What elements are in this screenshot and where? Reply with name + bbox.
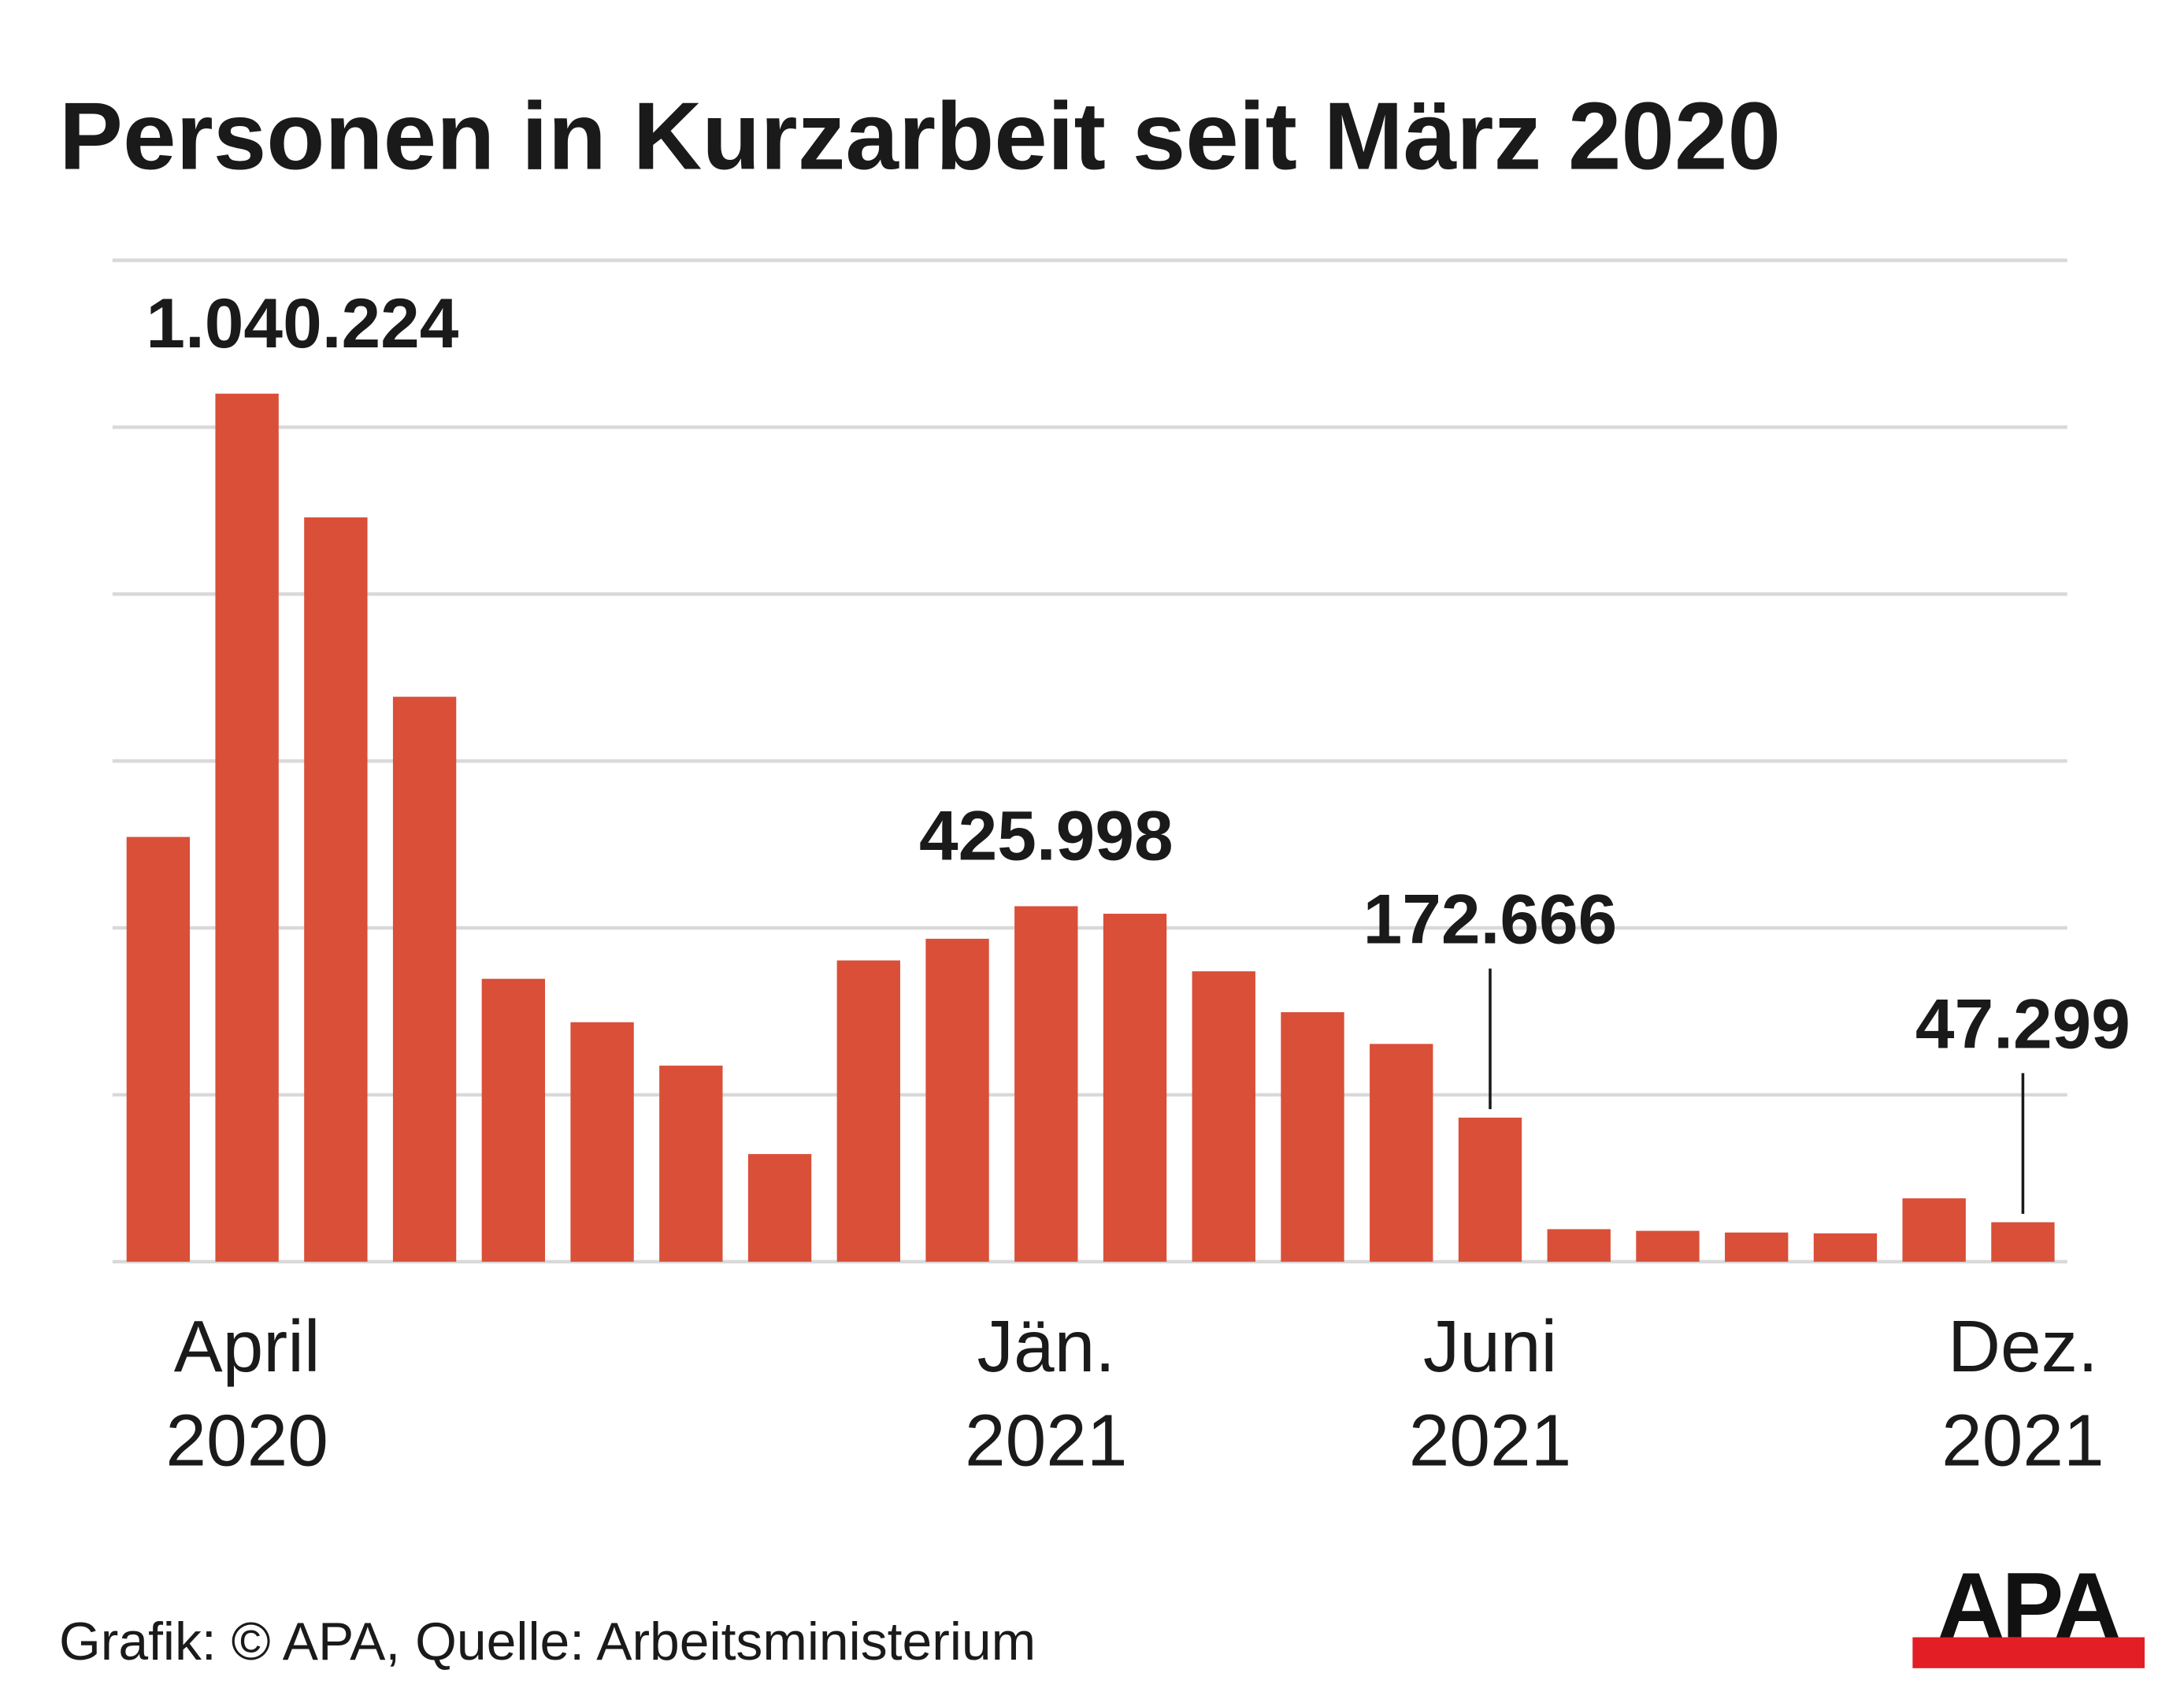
bar-2021-02 [1103, 914, 1167, 1262]
x-tick-label-year: 2020 [165, 1400, 328, 1482]
bar-2021-09 [1725, 1232, 1789, 1262]
data-label: 1.040.224 [146, 284, 458, 362]
x-tick-label: Jän. [977, 1305, 1115, 1387]
source-footer: Grafik: © APA, Quelle: Arbeitsministeriu… [59, 1612, 1036, 1671]
chart-title: Personen in Kurzarbeit seit März 2020 [59, 82, 1781, 189]
bar-2021-08 [1636, 1230, 1700, 1262]
bar-2021-03 [1192, 971, 1255, 1262]
bar-2020-07 [481, 978, 546, 1262]
bar-2021-12 [1991, 1222, 2055, 1262]
bar-2020-08 [570, 1022, 634, 1262]
bar-2020-04 [215, 393, 279, 1262]
bar-2020-10 [747, 1154, 812, 1262]
data-label: 425.998 [919, 796, 1174, 875]
x-tick-label-year: 2021 [1409, 1400, 1572, 1482]
bar-2021-04 [1281, 1012, 1344, 1262]
bars [126, 393, 2055, 1262]
bar-2021-06 [1458, 1117, 1522, 1262]
svg-text:APA: APA [1937, 1553, 2119, 1657]
annotations: 1.040.224 425.998 172.666 47.299 [146, 284, 2130, 1214]
data-label: 47.299 [1915, 984, 2130, 1063]
x-tick-label-year: 2021 [1941, 1400, 2104, 1482]
bar-2021-05 [1370, 1044, 1433, 1262]
x-tick-label-year: 2021 [965, 1400, 1128, 1482]
bar-2020-09 [659, 1065, 723, 1262]
bar-2020-06 [392, 696, 457, 1262]
bar-2021-07 [1547, 1229, 1611, 1262]
apa-logo: APA [1912, 1553, 2145, 1668]
bar-2021-10 [1813, 1233, 1878, 1262]
x-axis-labels: April 2020 Jän. 2021 Juni 2021 Dez. 2021 [165, 1305, 2104, 1482]
bar-2021-01 [1014, 906, 1078, 1262]
bar-2021-11 [1902, 1198, 1966, 1262]
x-tick-label: April [174, 1305, 321, 1387]
bar-2020-03 [126, 837, 191, 1262]
data-label: 172.666 [1363, 879, 1618, 958]
x-tick-label: Juni [1423, 1305, 1557, 1387]
x-tick-label: Dez. [1948, 1305, 2098, 1387]
bar-2020-12 [925, 938, 989, 1262]
bar-2020-11 [836, 960, 900, 1262]
bar-2020-05 [304, 517, 368, 1262]
